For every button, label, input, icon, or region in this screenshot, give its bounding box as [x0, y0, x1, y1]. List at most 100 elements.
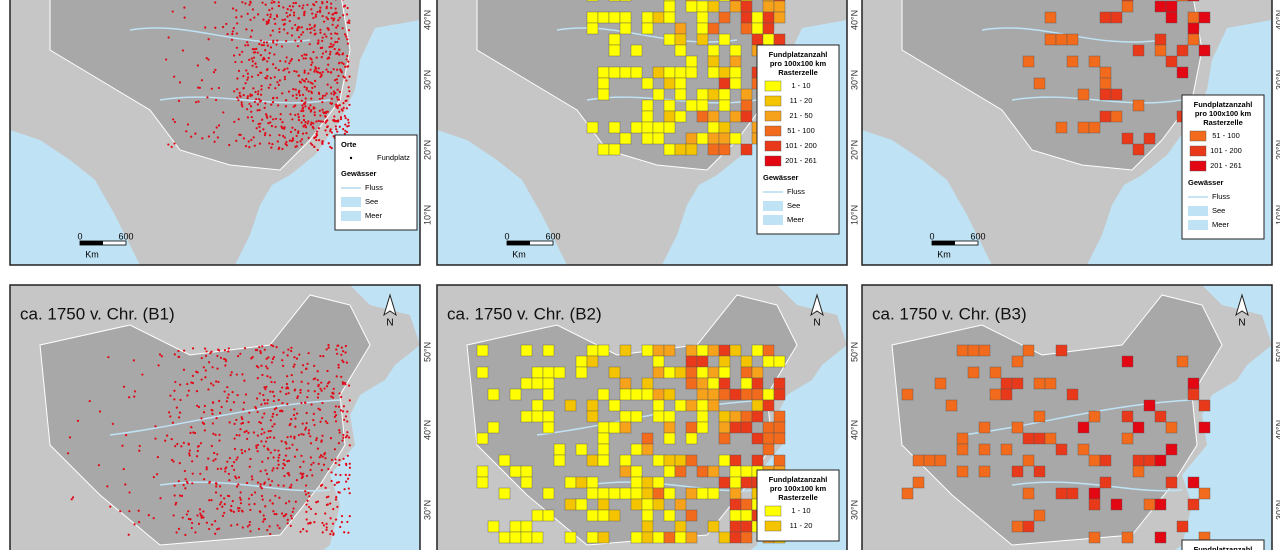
site-dot — [316, 447, 320, 450]
site-dot — [258, 125, 261, 128]
site-dot — [240, 103, 243, 106]
site-dot — [196, 404, 199, 407]
site-dot — [335, 26, 338, 29]
grid-cell — [978, 344, 991, 357]
site-dot — [177, 480, 180, 483]
grid-cell — [641, 344, 654, 357]
site-dot — [249, 530, 252, 533]
site-dot — [338, 429, 341, 432]
grid-cell — [740, 11, 753, 24]
site-dot — [227, 347, 231, 350]
grid-cell — [707, 344, 720, 357]
site-dot — [315, 437, 318, 440]
site-dot — [302, 79, 306, 82]
site-dot — [242, 87, 245, 90]
grid-cell — [1044, 377, 1057, 390]
site-dot — [307, 352, 310, 355]
site-dot — [309, 123, 313, 126]
site-dot — [283, 68, 286, 71]
site-dot — [152, 475, 155, 479]
site-dot — [313, 70, 316, 73]
grid-cell — [597, 487, 610, 500]
site-dot — [323, 20, 326, 23]
site-dot — [207, 388, 210, 391]
site-dot — [286, 460, 289, 463]
site-dot — [289, 524, 292, 527]
grid-cell — [586, 509, 599, 522]
grid-cell — [597, 66, 610, 79]
site-dot — [70, 498, 73, 501]
site-dot — [291, 380, 295, 383]
site-dot — [347, 384, 351, 387]
site-dot — [269, 77, 272, 80]
site-dot — [307, 72, 310, 75]
site-dot — [266, 116, 269, 119]
site-dot — [175, 406, 178, 409]
site-dot — [264, 440, 268, 443]
site-dot — [227, 350, 230, 353]
site-dot — [341, 53, 344, 56]
grid-cell — [1154, 454, 1167, 467]
grid-cell — [641, 520, 654, 533]
site-dot — [294, 113, 297, 117]
site-dot — [266, 402, 269, 405]
site-dot — [337, 405, 340, 408]
grid-cell — [1176, 0, 1189, 2]
site-dot — [255, 47, 258, 50]
grid-cell — [619, 66, 632, 79]
site-dot — [173, 494, 176, 497]
site-dot — [324, 94, 327, 97]
site-dot — [265, 357, 268, 360]
site-dot — [338, 463, 341, 467]
site-dot — [218, 399, 221, 403]
site-dot — [336, 40, 339, 44]
grid-cell — [487, 520, 500, 533]
site-dot — [252, 51, 255, 54]
grid-cell — [597, 77, 610, 90]
site-dot — [334, 498, 338, 501]
site-dot — [128, 491, 131, 494]
grid-cell — [718, 421, 731, 434]
site-dot — [250, 357, 253, 360]
site-dot — [335, 375, 338, 378]
site-dot — [300, 143, 303, 146]
site-dot — [333, 12, 336, 15]
site-dot — [295, 134, 298, 138]
lat-label: 30°N — [849, 500, 859, 520]
site-dot — [285, 513, 288, 516]
grid-cell — [597, 11, 610, 24]
site-dot — [289, 9, 293, 12]
site-dot — [246, 108, 249, 111]
grid-cell — [641, 110, 654, 123]
grid-cell — [652, 487, 665, 500]
grid-cell — [674, 77, 687, 90]
site-dot — [290, 514, 293, 517]
site-dot — [342, 350, 345, 353]
site-dot — [297, 36, 301, 39]
legend-dot — [349, 156, 353, 160]
frame — [861, 0, 1273, 266]
grid-cell — [520, 520, 533, 533]
grid-cell — [575, 476, 588, 489]
site-dot — [256, 51, 259, 54]
site-dot — [214, 532, 217, 535]
site-dot — [269, 436, 272, 439]
site-dot — [336, 81, 339, 84]
site-dot — [170, 458, 174, 462]
grid-cell — [531, 399, 544, 412]
site-dot — [320, 74, 323, 77]
site-dot — [303, 69, 306, 72]
grid-cell — [751, 33, 764, 46]
site-dot — [340, 71, 343, 74]
site-dot — [278, 134, 281, 137]
site-dot — [323, 111, 326, 115]
site-dot — [308, 43, 311, 46]
grid-cell — [696, 132, 709, 145]
scale-tick: 0 — [929, 231, 934, 241]
site-dot — [336, 98, 339, 101]
site-dot — [290, 418, 293, 421]
site-dot — [236, 394, 239, 397]
site-dot — [285, 39, 288, 43]
site-dot — [319, 28, 322, 31]
site-dot — [332, 90, 336, 93]
